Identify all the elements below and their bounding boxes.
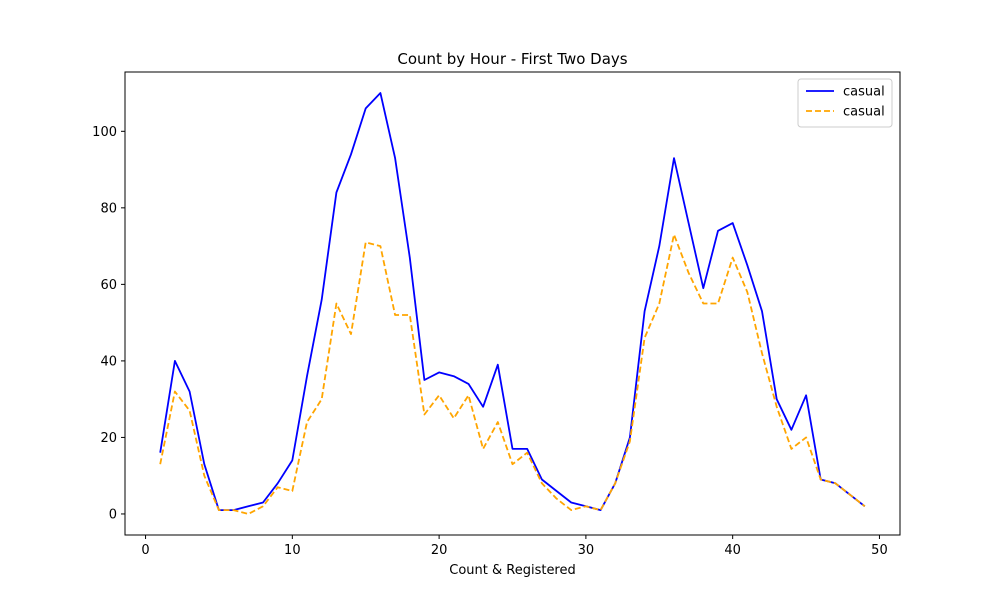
ticks-layer: 0 10 20 30 40 50 0 20 40 60 80 100	[92, 125, 888, 558]
y-tick-label: 100	[92, 125, 117, 140]
y-tick-label: 20	[100, 431, 117, 446]
y-tick-label: 80	[100, 201, 117, 216]
x-axis-label: Count & Registered	[449, 563, 576, 578]
x-tick-label: 20	[431, 543, 448, 558]
series-line-1	[159, 92, 866, 512]
legend-label-2: casual	[843, 105, 885, 120]
x-tick-label: 50	[871, 543, 888, 558]
x-tick-label: 30	[578, 543, 595, 558]
series-line-2	[159, 233, 866, 515]
plot-frame	[124, 71, 901, 536]
y-tick-label: 0	[109, 507, 117, 522]
x-tick-label: 0	[141, 543, 149, 558]
y-tick-label: 40	[100, 354, 117, 369]
series-layer	[159, 92, 866, 515]
legend: casual casual	[797, 78, 893, 128]
legend-label-1: casual	[843, 85, 885, 100]
x-tick-label: 10	[284, 543, 301, 558]
chart-title: Count by Hour - First Two Days	[397, 50, 627, 68]
x-tick-label: 40	[724, 543, 741, 558]
y-tick-label: 60	[100, 278, 117, 293]
